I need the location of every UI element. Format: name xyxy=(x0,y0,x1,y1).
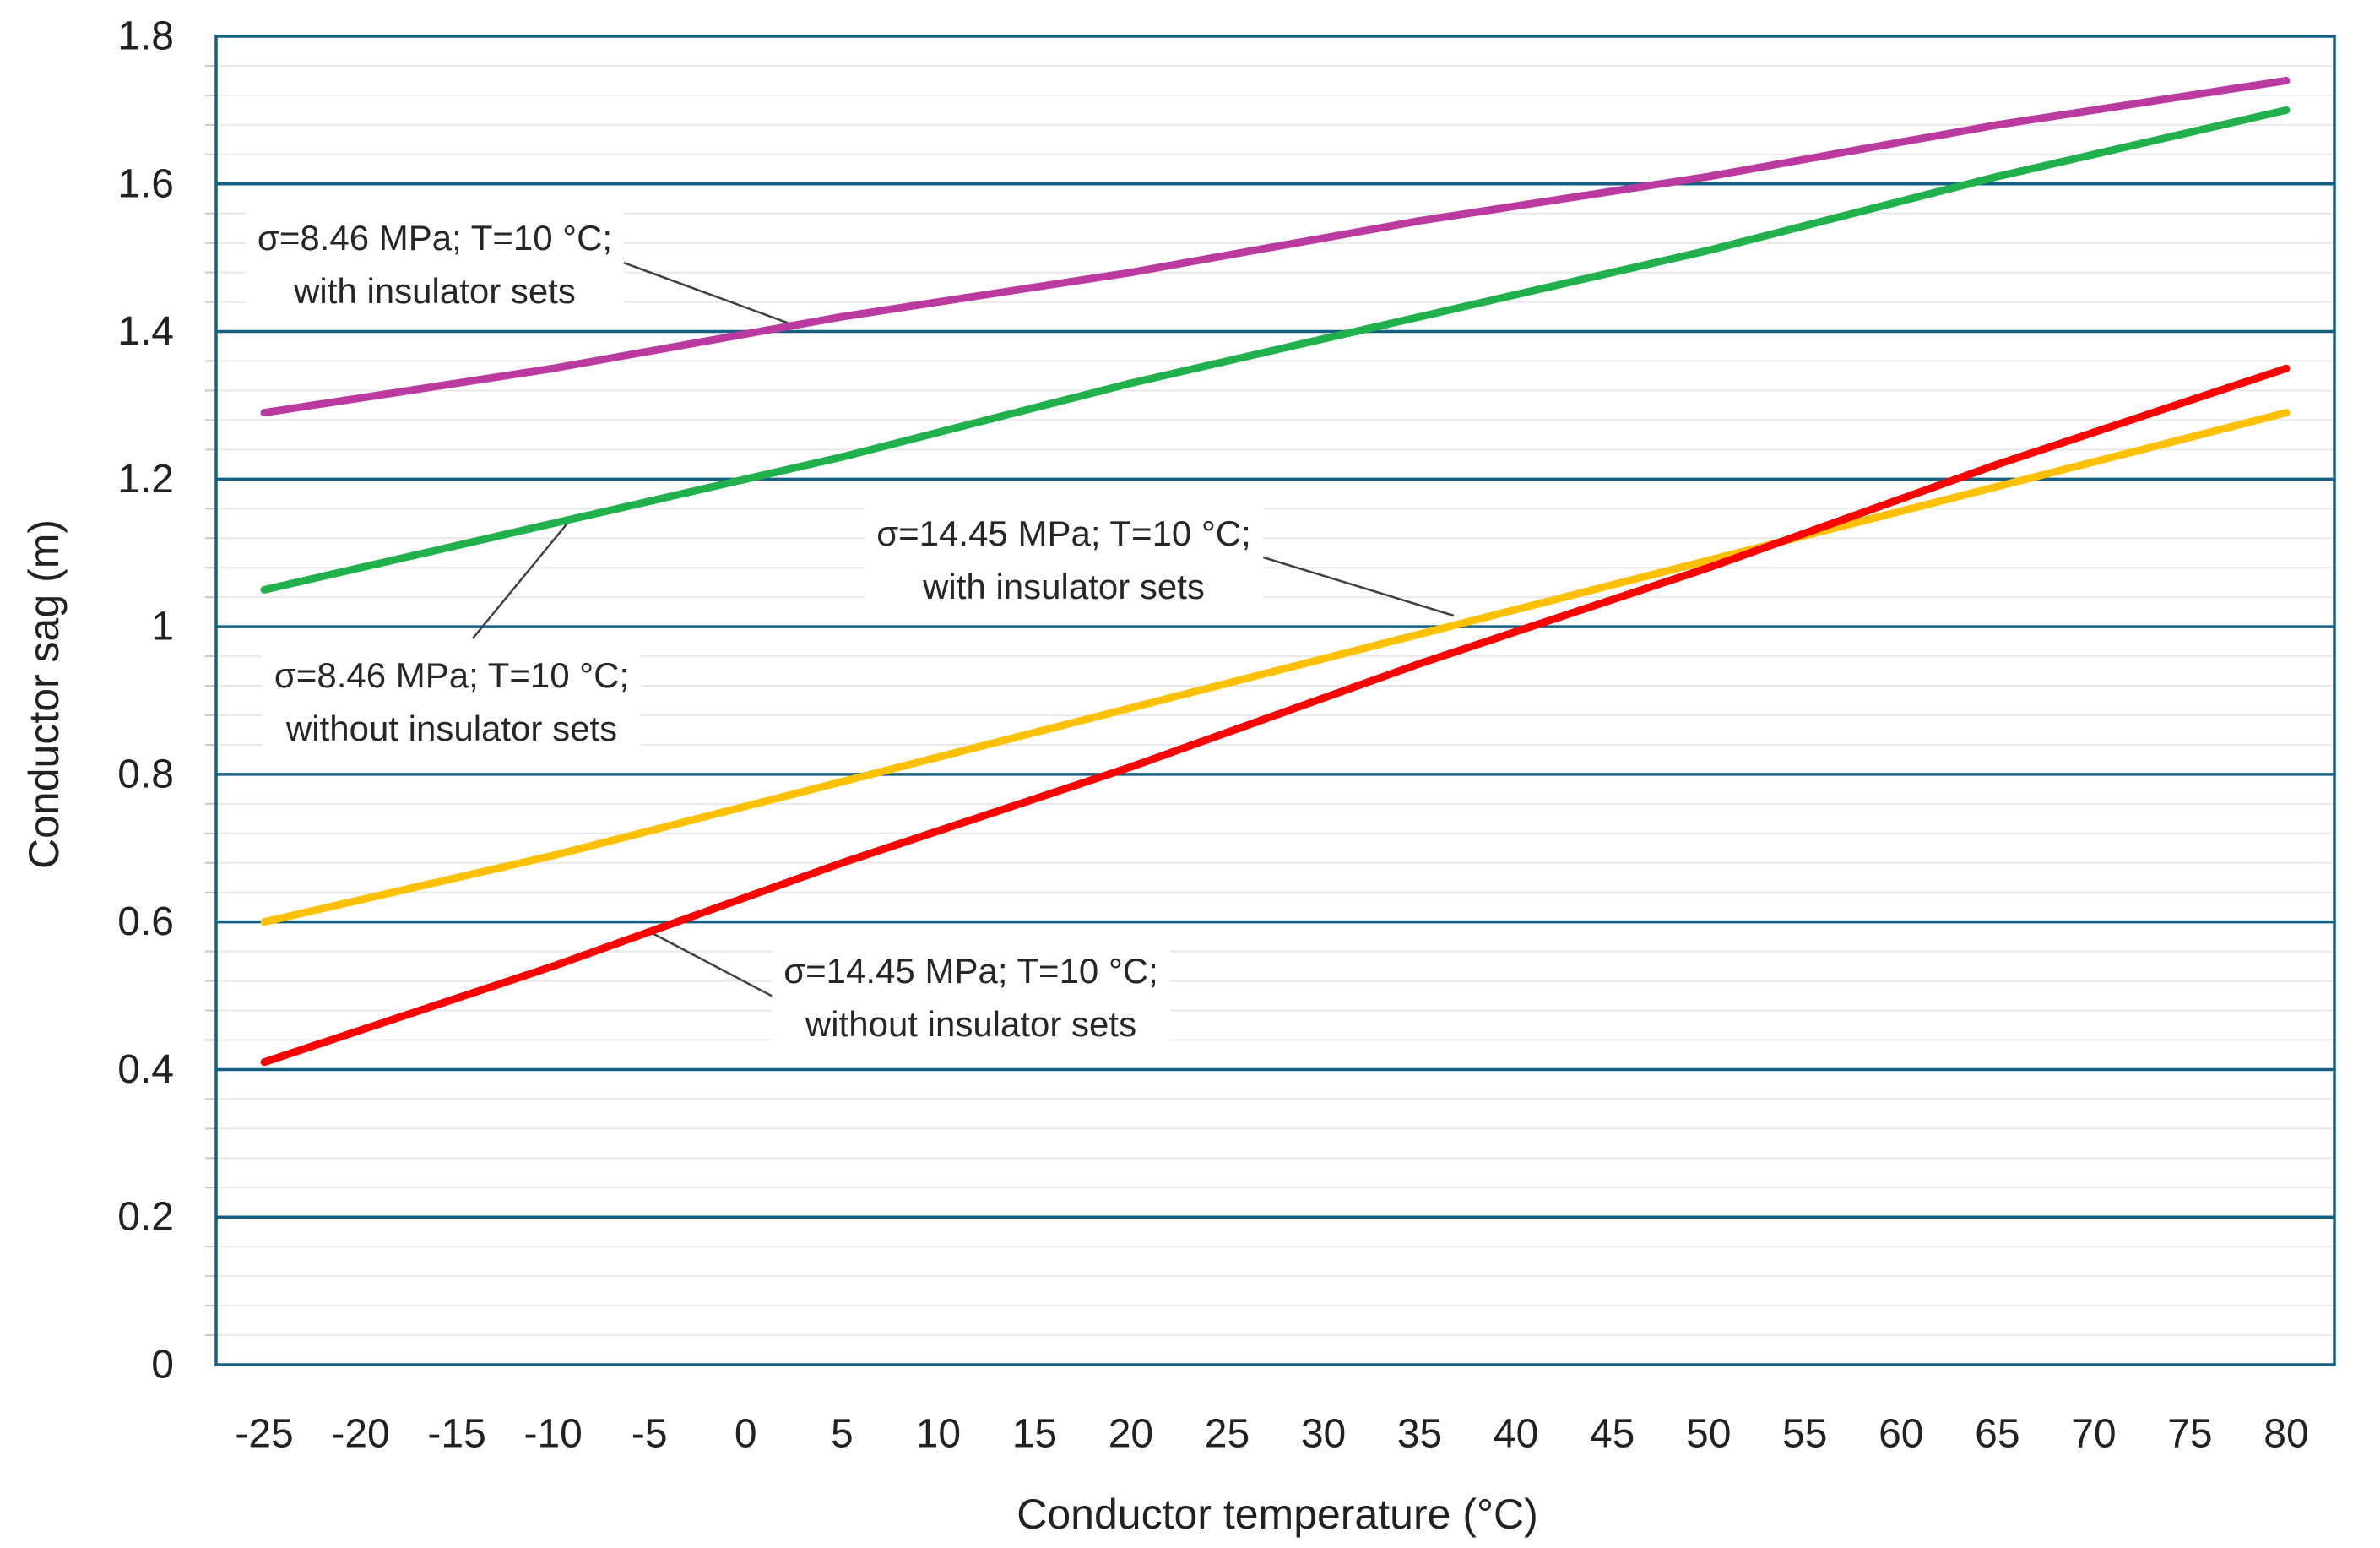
y-tick-label: 0.4 xyxy=(117,1047,174,1092)
x-tick-label: 10 xyxy=(916,1412,961,1457)
x-tick-label: -15 xyxy=(427,1412,485,1457)
x-tick-label: 80 xyxy=(2263,1412,2308,1457)
annotation-leader-line xyxy=(1260,555,1455,617)
plot-border xyxy=(214,35,2336,1366)
x-tick-label: -5 xyxy=(632,1412,668,1457)
x-tick-label: 50 xyxy=(1686,1412,1731,1457)
series-line-0 xyxy=(260,76,2291,417)
annotation-line2: with insulator sets xyxy=(294,271,576,311)
annotation-sigma8-46-without-insulators: σ=8.46 MPa; T=10 °C; without insulator s… xyxy=(262,644,642,760)
annotation-line2: without insulator sets xyxy=(805,1004,1137,1044)
y-tick-label: 1 xyxy=(151,605,174,649)
annotation-line2: without insulator sets xyxy=(285,709,618,748)
x-tick-label: 20 xyxy=(1109,1412,1153,1457)
x-tick-label: 0 xyxy=(735,1412,757,1457)
x-tick-label: 30 xyxy=(1301,1412,1346,1457)
x-tick-label: -25 xyxy=(235,1412,293,1457)
annotation-line1: σ=14.45 MPa; T=10 °C; xyxy=(783,951,1158,991)
annotation-line1: σ=14.45 MPa; T=10 °C; xyxy=(876,513,1251,553)
y-tick-label: 1.2 xyxy=(117,457,174,502)
x-tick-label: 55 xyxy=(1782,1412,1827,1457)
x-tick-label: 15 xyxy=(1012,1412,1057,1457)
y-tick-label: 0 xyxy=(151,1343,174,1388)
x-tick-label: 5 xyxy=(831,1412,854,1457)
y-tick-label: 1.8 xyxy=(117,14,174,59)
annotation-leader-line xyxy=(472,519,571,639)
annotation-line2: with insulator sets xyxy=(923,567,1205,606)
x-axis-title: Conductor temperature (°C) xyxy=(1017,1491,1538,1538)
series-line-2 xyxy=(260,409,2291,926)
annotation-sigma14-45-with-insulators: σ=14.45 MPa; T=10 °C; with insulator set… xyxy=(865,502,1263,618)
x-tick-label: 40 xyxy=(1494,1412,1538,1457)
annotation-leader-line xyxy=(618,259,797,328)
x-tick-label: 65 xyxy=(1975,1412,2019,1457)
annotation-leader-line xyxy=(645,928,782,1002)
y-tick-label: 0.8 xyxy=(117,752,174,796)
x-tick-label: 45 xyxy=(1590,1412,1635,1457)
series-line-3 xyxy=(260,364,2291,1067)
annotation-line1: σ=8.46 MPa; T=10 °C; xyxy=(257,218,613,258)
x-tick-label: -10 xyxy=(523,1412,582,1457)
series-line-1 xyxy=(260,106,2291,594)
annotation-sigma8-46-with-insulators: σ=8.46 MPa; T=10 °C; with insulator sets xyxy=(245,206,625,323)
x-tick-label: 35 xyxy=(1397,1412,1442,1457)
x-tick-label: 75 xyxy=(2167,1412,2212,1457)
annotation-sigma14-45-without-insulators: σ=14.45 MPa; T=10 °C; without insulator … xyxy=(772,939,1170,1056)
annotation-line1: σ=8.46 MPa; T=10 °C; xyxy=(274,655,630,695)
x-tick-label: 60 xyxy=(1879,1412,1923,1457)
y-axis-title: Conductor sag (m) xyxy=(20,519,68,870)
x-tick-label: 70 xyxy=(2071,1412,2116,1457)
y-tick-label: 0.6 xyxy=(117,899,174,944)
y-tick-label: 1.6 xyxy=(117,161,174,206)
x-tick-label: -20 xyxy=(331,1412,389,1457)
y-tick-label: 0.2 xyxy=(117,1195,174,1240)
y-tick-label: 1.4 xyxy=(117,309,174,354)
x-tick-label: 25 xyxy=(1205,1412,1250,1457)
